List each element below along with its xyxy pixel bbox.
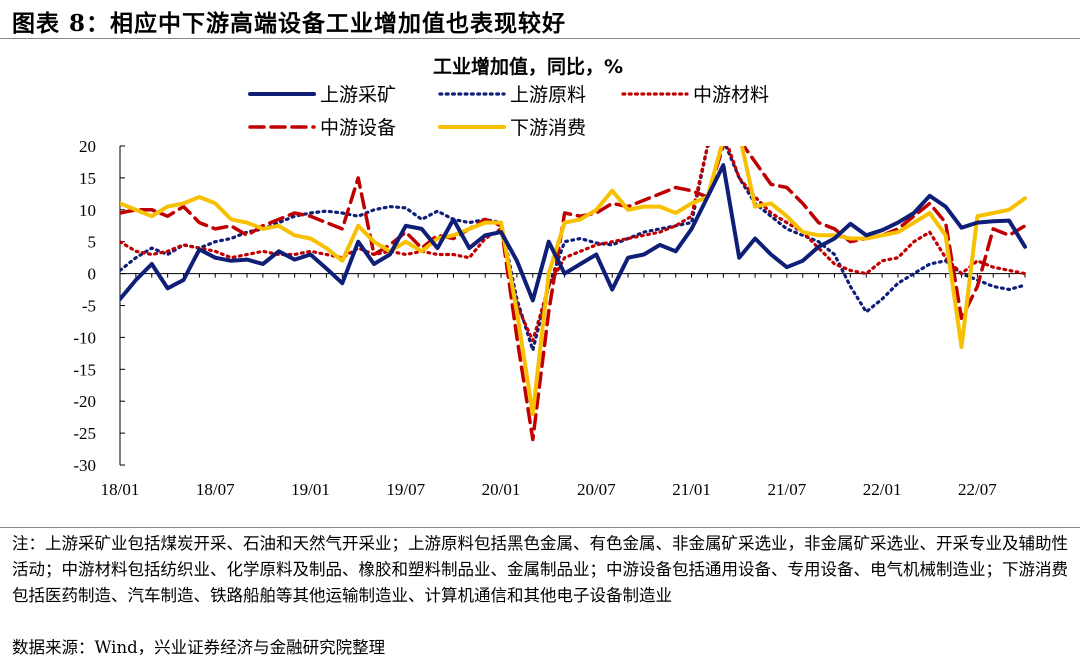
y-tick-label: 0 [88, 265, 97, 284]
chart-notes: 注：上游采矿业包括煤炭开采、石油和天然气开采业；上游原料包括黑色金属、有色金属、… [12, 534, 1068, 605]
y-tick-label: 10 [79, 201, 96, 220]
series-line-2 [120, 146, 1027, 352]
y-tick-label: -15 [73, 360, 96, 379]
x-tick-label: 21/07 [767, 480, 806, 499]
y-tick-label: -10 [73, 328, 96, 347]
x-tick-label: 22/07 [958, 480, 997, 499]
y-tick-label: -20 [73, 392, 96, 411]
series-line-3 [120, 146, 1027, 343]
x-tick-label: 21/01 [672, 480, 711, 499]
x-tick-label: 20/01 [482, 480, 521, 499]
y-tick-label: -30 [73, 456, 96, 475]
x-tick-label: 20/07 [577, 480, 616, 499]
x-tick-label: 22/01 [863, 480, 902, 499]
chart-title: 工业增加值，同比，% [433, 55, 623, 78]
notes-rule [0, 527, 1080, 528]
legend-label: 上游采矿 [320, 84, 396, 106]
x-tick-label: 18/07 [196, 480, 235, 499]
y-tick-label: 20 [79, 137, 96, 156]
legend-label: 上游原料 [510, 84, 586, 106]
legend-label: 中游设备 [320, 117, 396, 139]
data-source: 数据来源：Wind，兴业证券经济与金融研究院整理 [12, 638, 386, 657]
series-line-4 [120, 146, 1027, 442]
legend-label: 中游材料 [693, 84, 769, 106]
x-tick-label: 19/07 [386, 480, 425, 499]
x-tick-label: 18/01 [101, 480, 140, 499]
series-line-5 [120, 146, 1027, 416]
plot-area [120, 146, 1027, 442]
y-tick-label: -25 [73, 424, 96, 443]
series-line-1 [120, 163, 1027, 303]
title-rule [0, 38, 1080, 39]
figure-title: 图表 8：相应中下游高端设备工业增加值也表现较好 [12, 10, 567, 37]
legend-label: 下游消费 [510, 117, 586, 139]
x-tick-label: 19/01 [291, 480, 330, 499]
y-tick-label: 15 [79, 169, 96, 188]
axes: 20 15 10 5 0 -5 -10 -15 -20 -25 -30 18/01 18/07 19/01… [73, 137, 1026, 499]
y-tick-label: -5 [82, 297, 96, 316]
y-tick-label: 5 [88, 233, 97, 252]
